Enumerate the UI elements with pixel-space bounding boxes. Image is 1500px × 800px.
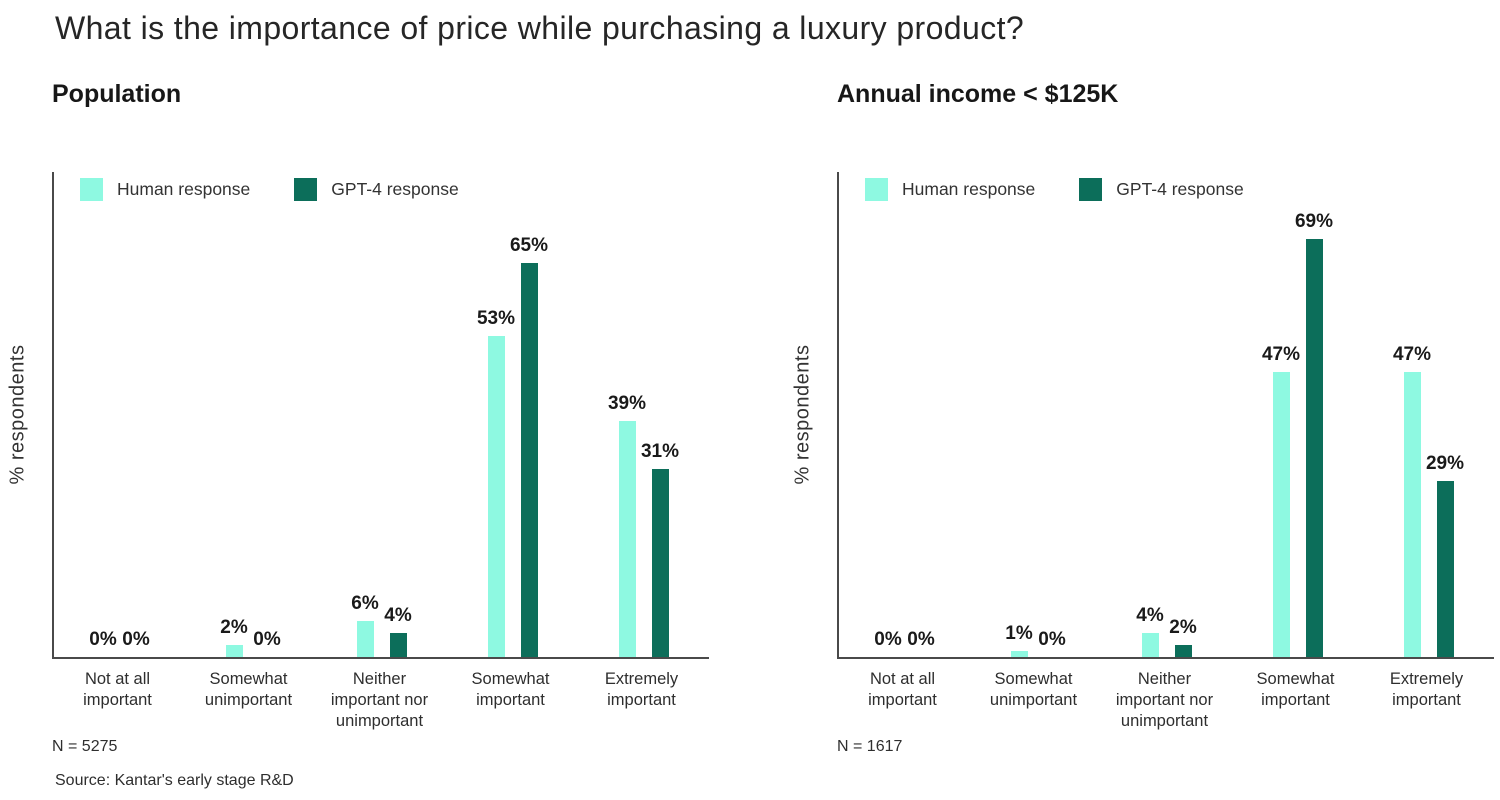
category-label: Extremely important	[1389, 670, 1464, 709]
bars-layer: 0% 0% 2% 0% 6% 4% 53% 65% 39% 31%	[54, 172, 709, 657]
y-axis-label: % respondents	[6, 344, 29, 485]
chart-subtitle: Population	[52, 80, 182, 108]
category-label: Somewhat unimportant	[204, 670, 293, 709]
human-swatch-icon	[80, 178, 103, 201]
bar-value-label: 2%	[220, 617, 248, 638]
chart-subtitle: Annual income < $125K	[837, 80, 1119, 108]
sample-size-label: N = 1617	[837, 738, 903, 755]
legend-item: GPT-4 response	[294, 178, 459, 201]
category-label: Somewhat important	[1256, 670, 1335, 709]
legend-label: GPT-4 response	[331, 179, 459, 199]
bar-value-label: 0%	[874, 629, 902, 650]
bar-gpt4	[1305, 239, 1323, 657]
plot-area: Human response GPT-4 response 0% 0% 1% 0% 4% 2…	[837, 172, 1494, 659]
bar-human	[356, 621, 374, 657]
bar-value-label: 29%	[1425, 453, 1465, 474]
source-note: Source: Kantar's early stage R&D	[55, 772, 294, 789]
bar-value-label: 0%	[907, 629, 935, 650]
bar-value-label: 0%	[253, 629, 281, 650]
category-label: Not at all important	[83, 670, 152, 709]
human-swatch-icon	[865, 178, 888, 201]
category-label: Extremely important	[604, 670, 679, 709]
bar-value-label: 65%	[509, 235, 549, 256]
bar-gpt4	[651, 469, 669, 657]
bar-human	[487, 336, 505, 657]
category-axis: Not at all important Somewhat unimportant…	[837, 669, 1492, 749]
bar-value-label: 69%	[1294, 211, 1334, 232]
bar-value-label: 0%	[1038, 629, 1066, 650]
page-title: What is the importance of price while pu…	[55, 10, 1025, 46]
category-label: Neither important nor unimportant	[330, 670, 429, 730]
bar-human	[225, 645, 243, 657]
legend-item: Human response	[865, 178, 1035, 201]
sample-size-label: N = 5275	[52, 738, 118, 755]
legend-label: Human response	[902, 179, 1036, 199]
bar-human	[1403, 372, 1421, 657]
bar-value-label: 39%	[607, 393, 647, 414]
bar-gpt4	[1174, 645, 1192, 657]
bar-value-label: 47%	[1261, 344, 1301, 365]
legend-label: GPT-4 response	[1116, 179, 1244, 199]
bar-value-label: 47%	[1392, 344, 1432, 365]
bar-value-label: 0%	[89, 629, 117, 650]
plot-area: Human response GPT-4 response 0% 0% 2% 0% 6% 4…	[52, 172, 709, 659]
bar-value-label: 6%	[351, 593, 379, 614]
bar-gpt4	[1436, 481, 1454, 657]
bar-gpt4	[389, 633, 407, 657]
legend-item: GPT-4 response	[1079, 178, 1244, 201]
bar-value-label: 31%	[640, 441, 680, 462]
bar-value-label: 1%	[1005, 623, 1033, 644]
bar-value-label: 53%	[476, 308, 516, 329]
bar-human	[618, 421, 636, 657]
bars-layer: 0% 0% 1% 0% 4% 2% 47% 69% 47% 29%	[839, 172, 1494, 657]
gpt4-swatch-icon	[1079, 178, 1103, 201]
bar-value-label: 4%	[384, 605, 412, 626]
category-axis: Not at all important Somewhat unimportant…	[52, 669, 707, 749]
legend: Human response GPT-4 response	[80, 178, 459, 201]
bar-value-label: 0%	[122, 629, 150, 650]
category-label: Somewhat important	[471, 670, 550, 709]
bar-value-label: 4%	[1136, 605, 1164, 626]
gpt4-swatch-icon	[294, 178, 318, 201]
legend: Human response GPT-4 response	[865, 178, 1244, 201]
legend-item: Human response	[80, 178, 250, 201]
bar-gpt4	[520, 263, 538, 657]
chart-panel-income: Annual income < $125K % respondents Huma…	[785, 0, 1500, 800]
bar-human	[1141, 633, 1159, 657]
bar-human	[1010, 651, 1028, 657]
category-label: Neither important nor unimportant	[1115, 670, 1214, 730]
chart-panel-population: Population % respondents Human response G…	[0, 0, 715, 800]
bar-value-label: 2%	[1169, 617, 1197, 638]
legend-label: Human response	[117, 179, 251, 199]
category-label: Not at all important	[868, 670, 937, 709]
y-axis-label: % respondents	[791, 344, 814, 485]
bar-human	[1272, 372, 1290, 657]
category-label: Somewhat unimportant	[989, 670, 1078, 709]
